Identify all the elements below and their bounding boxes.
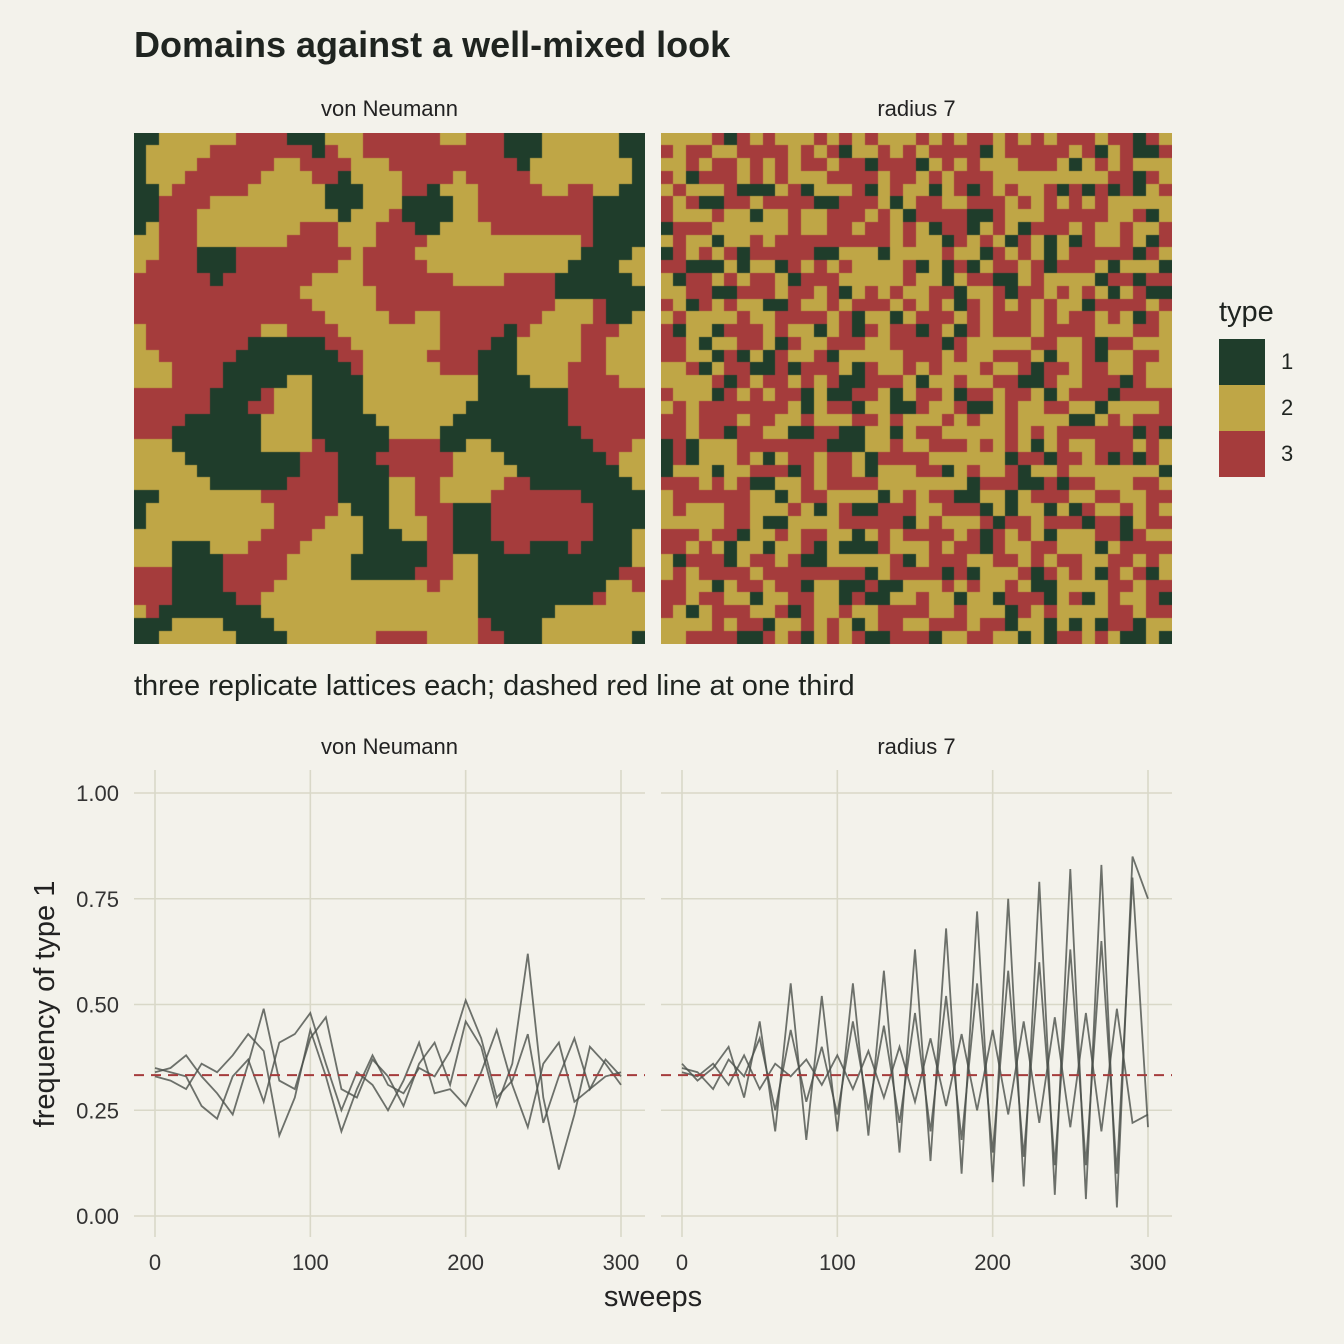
x-axis-title: sweeps [604,1281,702,1313]
strip-label-radius-7-bottom: radius 7 [877,734,956,759]
x-tick-label: 100 [292,1250,329,1275]
lattice-von-neumann [134,133,645,644]
legend-item-1: 1 [1219,339,1293,385]
x-tick-label: 0 [676,1250,688,1275]
y-axis-title: frequency of type 1 [29,881,61,1128]
y-tick-label: 1.00 [76,781,119,806]
legend-title: type [1219,296,1274,328]
legend-key-3 [1219,431,1265,477]
legend-label-1: 1 [1281,349,1294,374]
x-tick-label: 100 [819,1250,856,1275]
y-tick-label: 0.50 [76,993,119,1018]
y-tick-label: 0.00 [76,1204,119,1229]
x-tick-label: 300 [1130,1250,1167,1275]
legend-item-3: 3 [1219,431,1293,477]
legend: type 1 2 3 [1219,296,1293,477]
legend-key-1 [1219,339,1265,385]
legend-label-3: 3 [1281,441,1294,466]
legend-label-2: 2 [1281,395,1294,420]
strip-label-von-neumann-top: von Neumann [321,96,458,121]
chart-subtitle: three replicate lattices each; dashed re… [134,670,855,702]
legend-item-2: 2 [1219,385,1293,431]
x-tick-label: 300 [603,1250,640,1275]
series-line-radius-7-1 [681,856,1149,1208]
lattice-radius-7 [661,133,1172,644]
strip-label-radius-7-top: radius 7 [877,96,956,121]
x-tick-label: 200 [447,1250,484,1275]
y-tick-label: 0.75 [76,887,119,912]
x-tick-label: 0 [149,1250,161,1275]
series-line-von-neumann-3 [154,1011,622,1131]
series-line-radius-7-3 [681,1008,1149,1132]
chart-title: Domains against a well-mixed look [134,24,731,65]
series-line-radius-7-2 [681,877,1149,1174]
series-line-von-neumann-2 [154,997,622,1139]
y-tick-label: 0.25 [76,1098,119,1123]
series-line-von-neumann-1 [154,953,622,1170]
legend-key-2 [1219,385,1265,431]
strip-label-von-neumann-bottom: von Neumann [321,734,458,759]
x-tick-label: 200 [974,1250,1011,1275]
